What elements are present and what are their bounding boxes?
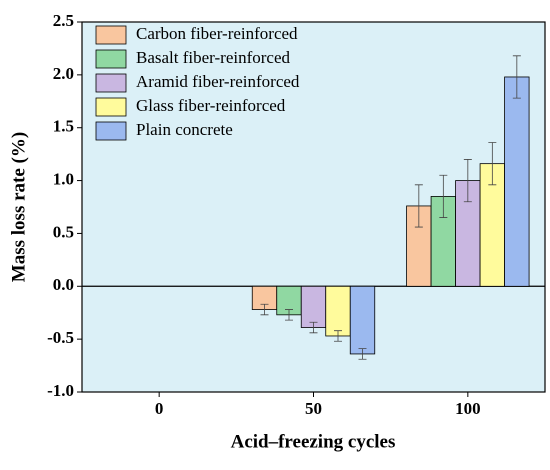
y-tick-label: -1.0: [47, 381, 74, 400]
legend-swatch: [95, 97, 127, 117]
bar: [300, 285, 327, 328]
legend-label: Aramid fiber-reinforced: [136, 72, 300, 91]
error-bar: [334, 330, 342, 342]
error-bar: [439, 174, 448, 218]
x-tick-label: 0: [155, 399, 164, 418]
error-bar: [512, 55, 521, 99]
legend-swatch: [95, 25, 127, 45]
legend-label: Glass fiber-reinforced: [136, 96, 286, 115]
y-tick-label: 0.5: [53, 222, 74, 241]
error-bar: [285, 309, 293, 321]
legend-swatch: [95, 73, 127, 93]
error-bar: [463, 159, 472, 203]
error-bar: [358, 348, 367, 360]
error-bar: [260, 303, 269, 316]
error-bar: [488, 142, 497, 186]
y-tick-label: -0.5: [47, 328, 74, 347]
y-tick-label: 2.0: [53, 64, 74, 83]
error-bar: [309, 321, 318, 334]
y-tick-label: 1.0: [53, 169, 74, 188]
bar: [349, 285, 376, 355]
legend-swatch: [95, 49, 127, 69]
x-axis-label: Acid–freezing cycles: [231, 431, 396, 452]
y-tick-label: 0.0: [53, 275, 74, 294]
bar: [504, 76, 530, 287]
y-axis-label: Mass loss rate (%): [8, 132, 29, 282]
legend-label: Plain concrete: [136, 120, 233, 139]
x-tick-label: 100: [455, 399, 481, 418]
legend-label: Carbon fiber-reinforced: [136, 24, 298, 43]
error-bar: [414, 184, 423, 228]
legend-swatch: [95, 121, 127, 141]
bar: [325, 285, 351, 337]
y-tick-label: 1.5: [53, 117, 74, 136]
x-tick-label: 50: [305, 399, 322, 418]
y-tick-label: 2.5: [53, 11, 74, 30]
legend-label: Basalt fiber-reinforced: [136, 48, 290, 67]
